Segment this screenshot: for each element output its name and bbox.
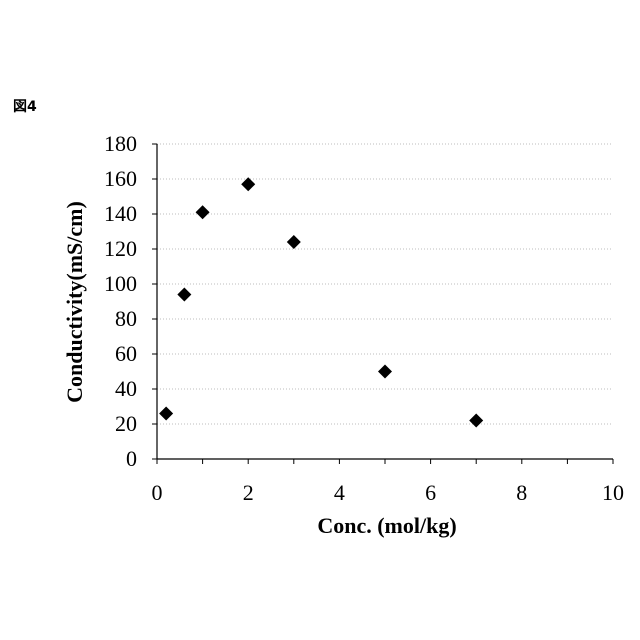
y-tick-label: 40 bbox=[115, 376, 137, 401]
x-tick-label: 10 bbox=[602, 480, 624, 505]
data-point bbox=[287, 235, 301, 249]
y-tick-label: 180 bbox=[104, 131, 137, 156]
x-tick-label: 6 bbox=[425, 480, 436, 505]
tick-labels: 0 20 40 60 80 100 120 140 160 180 0 2 4 6 8 10 bbox=[104, 131, 624, 505]
x-tick-label: 0 bbox=[152, 480, 163, 505]
x-tick-label: 4 bbox=[334, 480, 345, 505]
x-tick-label: 2 bbox=[243, 480, 254, 505]
data-points bbox=[159, 177, 483, 427]
y-tick-label: 120 bbox=[104, 236, 137, 261]
y-tick-label: 0 bbox=[126, 446, 137, 471]
data-point bbox=[469, 414, 483, 428]
axes bbox=[152, 144, 613, 464]
y-axis-title: Conductivity(mS/cm) bbox=[62, 201, 87, 403]
data-point bbox=[177, 288, 191, 302]
data-point bbox=[196, 205, 210, 219]
y-tick-label: 160 bbox=[104, 166, 137, 191]
y-tick-label: 60 bbox=[115, 341, 137, 366]
data-point bbox=[378, 365, 392, 379]
y-tick-label: 100 bbox=[104, 271, 137, 296]
gridlines bbox=[157, 144, 613, 424]
data-point bbox=[159, 407, 173, 421]
y-tick-label: 140 bbox=[104, 201, 137, 226]
y-tick-label: 20 bbox=[115, 411, 137, 436]
y-tick-label: 80 bbox=[115, 306, 137, 331]
x-tick-label: 8 bbox=[516, 480, 527, 505]
x-axis-title: Conc. (mol/kg) bbox=[317, 513, 456, 538]
